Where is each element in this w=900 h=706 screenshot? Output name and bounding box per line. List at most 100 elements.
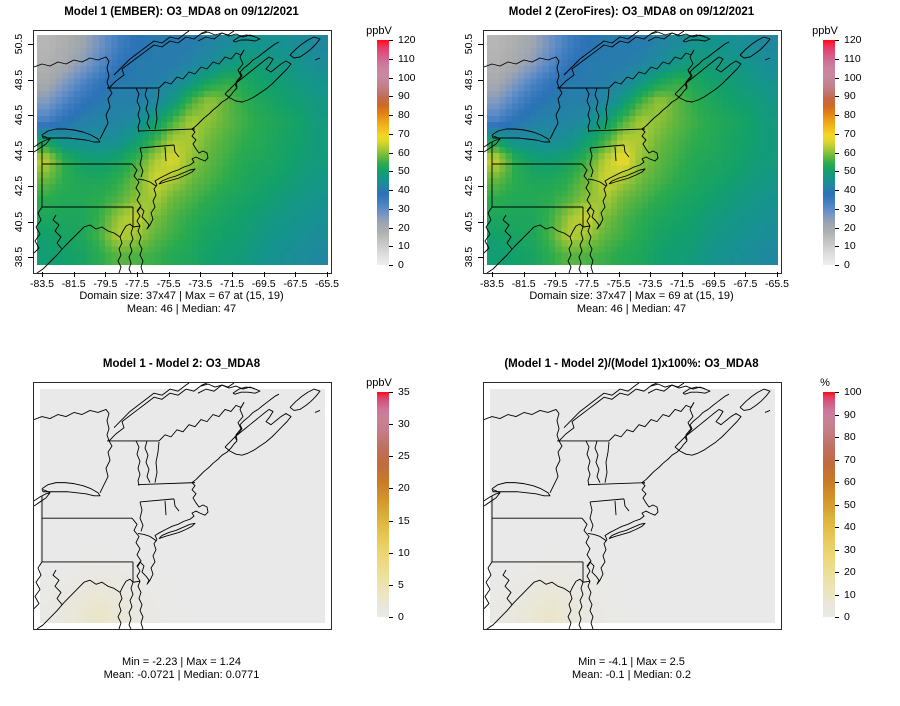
colorbar-tick-label: 110 xyxy=(844,52,861,65)
x-axis-tick-label: -75.5 xyxy=(606,278,631,290)
boundary-line xyxy=(139,498,175,503)
colorbar-tick xyxy=(389,171,393,173)
boundary-line xyxy=(587,482,646,486)
colorbar-tick-label: 60 xyxy=(398,146,410,159)
boundary-line xyxy=(587,532,607,541)
boundary-line xyxy=(41,482,101,497)
colorbar-tick xyxy=(389,424,393,426)
colorbar-tick-label: 100 xyxy=(844,71,862,84)
colorbar-tick xyxy=(835,152,839,154)
colorbar-tick-label: 20 xyxy=(398,482,410,495)
boundary-line xyxy=(589,147,594,178)
colorbar-tick-label: 20 xyxy=(844,221,856,234)
x-axis-tick xyxy=(555,272,557,277)
boundary-line xyxy=(135,87,141,133)
boundary-line xyxy=(52,214,63,250)
boundary-line xyxy=(484,56,560,89)
boundary-line xyxy=(587,128,646,132)
colorbar-tick-label: 15 xyxy=(398,514,410,527)
boundary-line xyxy=(34,56,110,89)
colorbar-tick xyxy=(389,77,393,79)
stats-minmax-diff: Min = -2.23 | Max = 1.24 xyxy=(121,656,242,668)
y-axis-tick xyxy=(478,257,483,258)
boundary-line xyxy=(647,31,685,42)
y-axis-tick xyxy=(478,115,483,116)
boundary-line xyxy=(586,539,608,629)
boundary-line xyxy=(604,393,730,540)
boundary-line xyxy=(154,441,160,483)
y-axis-tick xyxy=(28,44,33,45)
stats-domain-model1: Domain size: 37x47 | Max = 67 at (15, 19… xyxy=(79,290,284,302)
panel-title-model1: Model 1 (EMBER): O3_MDA8 on 09/12/2021 xyxy=(64,6,299,18)
boundary-line xyxy=(581,517,592,567)
boundary-line xyxy=(314,410,321,413)
colorbar-tick xyxy=(835,482,839,483)
boundary-line xyxy=(36,581,85,629)
boundary-line xyxy=(594,87,601,130)
colorbar-tick xyxy=(389,115,393,116)
boundary-line xyxy=(492,135,501,140)
boundary-line xyxy=(533,579,571,593)
boundary-line xyxy=(604,41,730,186)
y-axis-tick-label: 42.5 xyxy=(463,175,475,197)
boundary-line xyxy=(587,178,607,187)
x-axis-tick xyxy=(232,272,234,277)
boundary-line xyxy=(549,31,658,140)
boundary-line xyxy=(585,440,591,486)
x-axis-tick xyxy=(682,272,684,277)
boundary-line xyxy=(132,207,141,228)
y-axis-tick-label: 40.5 xyxy=(463,211,475,232)
colorbar-tick xyxy=(835,115,839,116)
boundary-line xyxy=(739,388,771,411)
y-axis-tick xyxy=(478,150,483,152)
boundary-line xyxy=(117,223,134,273)
boundary-line xyxy=(137,532,157,541)
y-axis-tick-label: 38.5 xyxy=(13,246,25,268)
y-axis-tick xyxy=(28,115,33,116)
colorbar-tick xyxy=(835,504,839,506)
boundary-line xyxy=(563,383,640,429)
panel-title-model2: Model 2 (ZeroFires): O3_MDA8 on 09/12/20… xyxy=(508,6,755,18)
boundary-line xyxy=(113,383,190,429)
x-axis-tick-label: -65.5 xyxy=(765,278,789,290)
boundary-line xyxy=(224,56,292,103)
boundary-line xyxy=(647,383,685,394)
x-axis-tick xyxy=(295,272,297,277)
boundary-line xyxy=(623,498,630,512)
boundary-line xyxy=(113,31,190,76)
colorbar-tick xyxy=(389,152,393,154)
x-axis-tick xyxy=(777,272,779,277)
colorbar-tick xyxy=(835,527,839,528)
colorbar-tick-label: 10 xyxy=(398,546,410,559)
colorbar-tick-label: 10 xyxy=(844,240,856,253)
boundary-line xyxy=(99,383,208,493)
colorbar-tick-label: 100 xyxy=(844,386,862,398)
colorbar-tick-label: 40 xyxy=(844,184,856,196)
boundary-line xyxy=(197,383,235,394)
x-axis-tick-label: -67.5 xyxy=(733,278,758,290)
boundary-line xyxy=(128,582,134,629)
boundary-line xyxy=(136,539,158,629)
boundary-line xyxy=(739,36,771,59)
colorbar-unit-label: ppbV xyxy=(366,377,392,389)
boundary-line xyxy=(144,87,151,130)
colorbar-tick xyxy=(389,246,393,248)
colorbar-tick xyxy=(835,549,839,551)
boundary-line xyxy=(582,207,591,228)
colorbar-tick xyxy=(389,40,393,41)
y-axis-tick xyxy=(28,79,33,81)
colorbar-unit-label: ppbV xyxy=(812,25,838,37)
boundary-line xyxy=(604,88,610,130)
boundary-line xyxy=(224,408,292,456)
boundary-line xyxy=(608,49,695,89)
x-axis-tick-label: -65.5 xyxy=(315,278,339,290)
colorbar-tick-label: 70 xyxy=(844,127,856,140)
x-axis-tick-label: -75.5 xyxy=(156,278,181,290)
x-axis-tick xyxy=(745,272,747,277)
boundary-line xyxy=(99,31,208,140)
colorbar-tick xyxy=(835,227,839,229)
boundary-line xyxy=(685,402,695,441)
boundary-line xyxy=(674,408,742,456)
boundary-line xyxy=(137,128,196,132)
boundary-line xyxy=(623,144,630,158)
